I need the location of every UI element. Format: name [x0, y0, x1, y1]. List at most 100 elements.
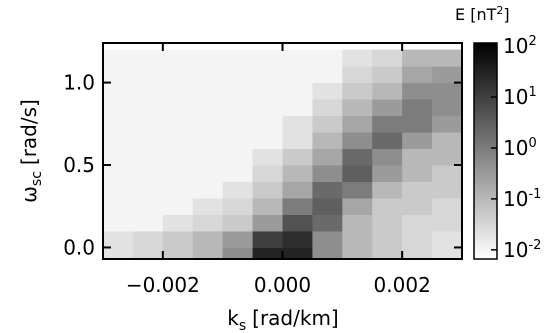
heat-cell — [402, 66, 433, 84]
heat-cell — [162, 247, 194, 259]
colorbar-tick-base: 10 — [503, 85, 528, 109]
heat-cell — [103, 197, 134, 215]
heat-cell — [432, 181, 462, 199]
heat-cell — [372, 181, 403, 199]
y-label-unit: [rad/s] — [17, 99, 41, 165]
heat-cell — [432, 165, 462, 183]
x-tick-label: −0.002 — [126, 273, 200, 297]
heat-cell — [402, 230, 433, 248]
heat-cell — [282, 214, 313, 232]
heat-cell — [282, 99, 313, 117]
heat-cell — [132, 214, 164, 232]
heat-cell — [342, 197, 373, 215]
heat-cell — [222, 165, 254, 183]
heat-cell — [432, 132, 462, 150]
heat-cell — [222, 230, 254, 248]
heat-cell — [342, 181, 373, 199]
heat-cell — [342, 132, 373, 150]
heat-cell — [132, 99, 164, 117]
heat-cell — [132, 247, 164, 259]
heat-cell — [103, 230, 134, 248]
x-tick-label: 0.000 — [254, 273, 311, 297]
heat-cell — [402, 247, 433, 259]
colorbar-tick-exponent: 2 — [528, 34, 536, 49]
colorbar-title-text: E [nT — [455, 5, 497, 24]
heat-cell — [252, 49, 283, 67]
y-label-subscript: sc — [29, 171, 45, 186]
heat-cell — [103, 99, 134, 117]
heat-cell — [402, 132, 433, 150]
heat-cell — [282, 49, 313, 67]
heat-cell — [222, 115, 254, 133]
heat-cell — [252, 247, 283, 259]
heat-cell — [282, 148, 313, 166]
heat-cell — [282, 165, 313, 183]
heat-cell — [192, 132, 224, 150]
heat-cell — [312, 99, 343, 117]
heat-cell — [312, 181, 343, 199]
heat-cell — [132, 82, 164, 100]
colorbar-tick-label: 10-1 — [503, 187, 541, 211]
heat-cell — [222, 197, 254, 215]
heat-cell — [402, 165, 433, 183]
heat-cell — [192, 115, 224, 133]
heatmap — [103, 49, 462, 259]
heat-cell — [432, 197, 462, 215]
colorbar-title-close: ] — [503, 5, 509, 24]
heat-cell — [402, 148, 433, 166]
heat-cell — [372, 66, 403, 84]
heat-cell — [162, 165, 194, 183]
heat-cell — [222, 181, 254, 199]
colorbar-tick-exponent: 0 — [528, 136, 536, 151]
heat-cell — [312, 197, 343, 215]
heat-cell — [132, 165, 164, 183]
heat-cell — [192, 197, 224, 215]
heat-cell — [222, 49, 254, 67]
heat-cell — [252, 99, 283, 117]
heat-cell — [432, 66, 462, 84]
y-tick-label: 1.0 — [63, 71, 95, 95]
colorbar-tick-base: 10 — [503, 34, 528, 58]
heat-cell — [132, 132, 164, 150]
heat-cell — [402, 181, 433, 199]
heat-cell — [282, 230, 313, 248]
heat-cell — [342, 230, 373, 248]
heat-cell — [192, 148, 224, 166]
heat-cell — [192, 66, 224, 84]
heat-cell — [312, 165, 343, 183]
heat-cell — [342, 115, 373, 133]
heat-cell — [132, 66, 164, 84]
heat-cell — [222, 99, 254, 117]
heat-cell — [103, 148, 134, 166]
y-axis-label: ωsc [rad/s] — [17, 99, 45, 203]
heat-cell — [252, 214, 283, 232]
x-label-unit: [rad/km] — [252, 306, 339, 330]
heat-cell — [192, 82, 224, 100]
heat-cell — [372, 230, 403, 248]
heat-cell — [342, 99, 373, 117]
heat-cell — [222, 132, 254, 150]
heat-cell — [132, 49, 164, 67]
heat-cell — [252, 66, 283, 84]
heat-cell — [162, 181, 194, 199]
heat-cell — [222, 82, 254, 100]
colorbar-tick-base: 10 — [503, 238, 528, 262]
heat-cell — [103, 132, 134, 150]
colorbar-tick-label: 100 — [503, 136, 537, 160]
heat-cell — [312, 115, 343, 133]
heat-cell — [282, 181, 313, 199]
heat-cell — [432, 230, 462, 248]
heat-cell — [342, 82, 373, 100]
colorbar-title: E [nT2] — [455, 4, 510, 24]
heat-cell — [252, 165, 283, 183]
heat-cell — [282, 82, 313, 100]
heat-cell — [222, 148, 254, 166]
heat-cell — [192, 214, 224, 232]
heat-cell — [402, 214, 433, 232]
heat-cell — [222, 66, 254, 84]
x-label-subscript: s — [239, 318, 246, 333]
heat-cell — [282, 115, 313, 133]
heat-cell — [372, 165, 403, 183]
heat-cell — [132, 230, 164, 248]
heat-cell — [372, 82, 403, 100]
